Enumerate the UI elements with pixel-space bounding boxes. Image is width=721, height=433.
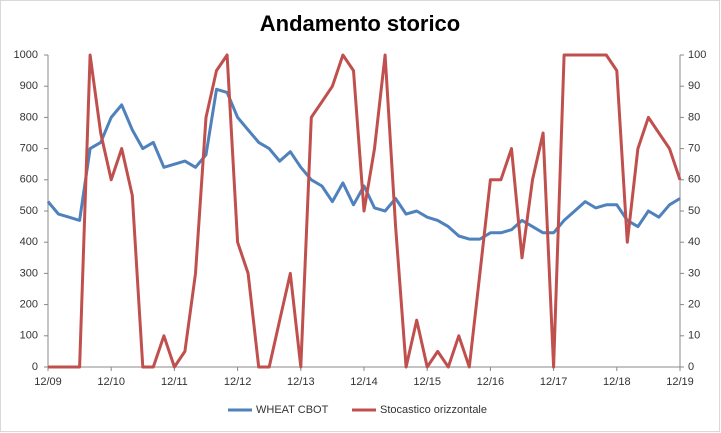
y-tick-label: 400	[20, 236, 38, 248]
x-tick-label: 12/16	[477, 376, 505, 388]
y-tick-label: 300	[20, 267, 38, 279]
series-line	[48, 53, 682, 369]
x-tick-label: 12/19	[666, 376, 694, 388]
x-tick-label: 12/17	[540, 376, 568, 388]
x-tick-label: 12/10	[97, 376, 125, 388]
x-tick-label: 12/18	[603, 376, 631, 388]
y2-tick-label: 30	[688, 267, 700, 279]
y2-tick-label: 60	[688, 174, 700, 186]
y-tick-label: 800	[20, 111, 38, 123]
y2-tick-label: 40	[688, 236, 700, 248]
y-tick-label: 200	[20, 299, 38, 311]
y2-tick-label: 100	[688, 49, 706, 61]
y2-tick-label: 10	[688, 330, 700, 342]
y-tick-label: 700	[20, 143, 38, 155]
y-tick-label: 0	[32, 361, 38, 373]
y2-tick-label: 0	[688, 361, 694, 373]
y-tick-label: 100	[20, 330, 38, 342]
x-tick-label: 12/13	[287, 376, 315, 388]
y-tick-label: 600	[20, 174, 38, 186]
legend-label: Stocastico orizzontale	[380, 404, 487, 416]
x-tick-label: 12/09	[34, 376, 62, 388]
legend-label: WHEAT CBOT	[256, 404, 329, 416]
x-tick-label: 12/14	[350, 376, 378, 388]
y2-tick-label: 90	[688, 80, 700, 92]
y2-tick-label: 50	[688, 205, 700, 217]
x-tick-label: 12/12	[224, 376, 252, 388]
y-tick-label: 500	[20, 205, 38, 217]
chart-title: Andamento storico	[260, 11, 460, 36]
x-tick-label: 12/11	[161, 376, 188, 388]
y2-tick-label: 70	[688, 143, 700, 155]
series-line	[46, 87, 681, 241]
y2-tick-label: 80	[688, 111, 700, 123]
y2-tick-label: 20	[688, 299, 700, 311]
y-tick-label: 1000	[14, 49, 38, 61]
x-tick-label: 12/15	[413, 376, 441, 388]
y-tick-label: 900	[20, 80, 38, 92]
